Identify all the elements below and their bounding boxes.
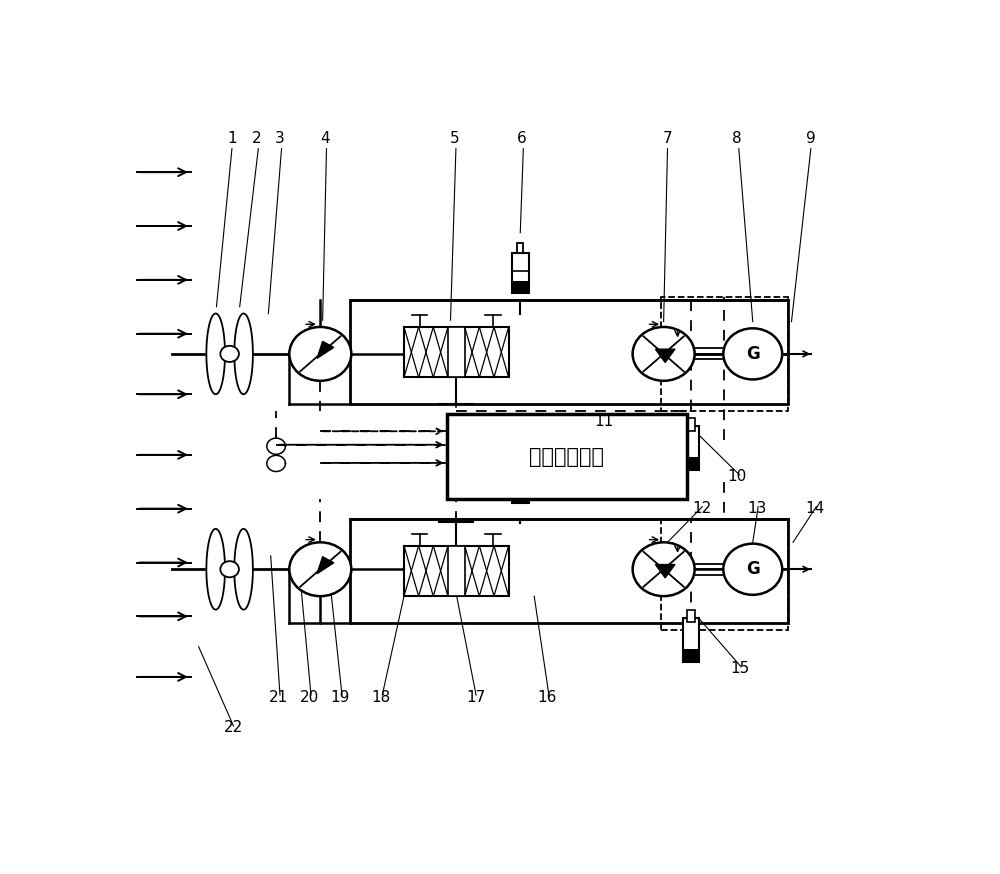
Text: 6: 6 (517, 131, 527, 146)
Bar (512, 463, 529, 503)
Polygon shape (234, 529, 253, 609)
Bar (683, 457, 698, 470)
Text: 20: 20 (300, 690, 319, 704)
Bar (350, 519, 788, 623)
Text: 19: 19 (331, 690, 350, 704)
Bar (404, 545, 509, 596)
Text: 16: 16 (538, 690, 557, 704)
Text: G: G (746, 345, 760, 363)
Circle shape (633, 542, 695, 596)
Bar (683, 649, 698, 662)
Bar (661, 519, 788, 630)
Text: 2: 2 (252, 131, 262, 146)
Text: 4: 4 (320, 131, 330, 146)
Circle shape (289, 327, 351, 381)
Polygon shape (317, 557, 334, 573)
Bar (687, 610, 695, 622)
Bar (447, 414, 687, 498)
Bar (517, 243, 523, 253)
Text: 7: 7 (663, 131, 672, 146)
Text: 14: 14 (805, 501, 824, 517)
Polygon shape (655, 565, 675, 578)
Bar (448, 545, 465, 596)
Text: 1: 1 (227, 131, 237, 146)
Circle shape (220, 561, 239, 578)
Text: 11: 11 (594, 413, 614, 428)
Bar (683, 427, 698, 470)
Text: 10: 10 (728, 468, 747, 484)
Bar (661, 296, 788, 411)
Text: 闭环控制系统: 闭环控制系统 (529, 447, 604, 467)
Circle shape (723, 544, 782, 595)
Bar (683, 618, 698, 662)
Polygon shape (206, 314, 225, 394)
Circle shape (723, 329, 782, 379)
Polygon shape (317, 342, 334, 358)
Polygon shape (655, 350, 675, 363)
Text: 13: 13 (747, 501, 766, 517)
Bar (404, 327, 509, 378)
Text: 17: 17 (466, 690, 486, 704)
Text: 9: 9 (806, 131, 816, 146)
Bar (512, 491, 529, 503)
Bar (517, 453, 523, 463)
Polygon shape (206, 529, 225, 609)
Circle shape (220, 346, 239, 362)
Polygon shape (234, 314, 253, 394)
Bar (512, 253, 529, 294)
Text: 22: 22 (224, 720, 243, 735)
Bar (448, 327, 465, 378)
Bar (350, 300, 788, 405)
Text: 15: 15 (730, 662, 749, 676)
Text: 12: 12 (693, 501, 712, 517)
Circle shape (289, 542, 351, 596)
Text: G: G (746, 560, 760, 579)
Bar (512, 281, 529, 294)
Text: 8: 8 (732, 131, 742, 146)
Text: 5: 5 (450, 131, 459, 146)
Bar (687, 419, 695, 431)
Text: 21: 21 (269, 690, 288, 704)
Text: 18: 18 (371, 690, 390, 704)
Text: 3: 3 (275, 131, 285, 146)
Circle shape (633, 327, 695, 381)
